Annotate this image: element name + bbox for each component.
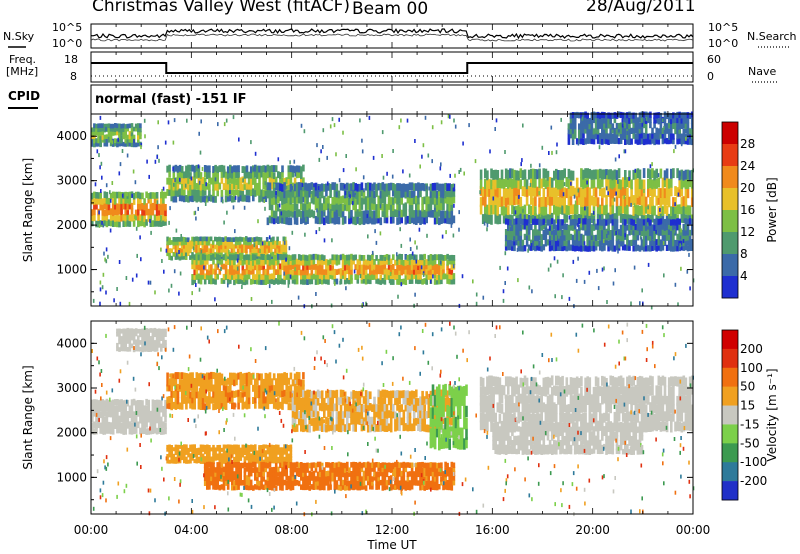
- x-tick-label: 04:00: [174, 523, 209, 537]
- power-echo-band: [479, 168, 694, 226]
- velocity-echo-band: [91, 398, 167, 435]
- velocity-echo-band: [166, 444, 293, 464]
- colorbar-segment: [722, 481, 738, 501]
- nsearch-trace: [90, 33, 694, 42]
- colorbar-tick-label: 24: [740, 159, 755, 173]
- colorbar-segment: [722, 386, 738, 406]
- freq-tick-bottom: 8: [70, 70, 77, 83]
- colorbar-tick-label: 20: [740, 181, 755, 195]
- beam-label: Beam 00: [352, 0, 429, 19]
- colorbar-segment: [722, 424, 738, 444]
- colorbar-label: Power [dB]: [765, 177, 779, 242]
- colorbar-tick-label: -100: [740, 455, 767, 469]
- freq-label-line1: Freq.: [9, 53, 37, 66]
- x-tick-label: 20:00: [575, 523, 610, 537]
- colorbar-segment: [722, 254, 738, 277]
- colorbar-tick-label: 100: [740, 361, 763, 375]
- velocity-scatter: [91, 321, 695, 517]
- nave-label: Nave: [748, 65, 777, 78]
- colorbar-frame: [721, 121, 739, 299]
- y-tick-label: 3000: [56, 174, 87, 188]
- colorbar-tick-label: 16: [740, 203, 755, 217]
- colorbar-tick-label: -200: [740, 474, 767, 488]
- colorbar-segment: [722, 276, 738, 299]
- nsearch-label: N.Search: [747, 30, 797, 43]
- colorbar-tick-label: 8: [740, 247, 748, 261]
- colorbar-label: Velocity [m s⁻¹]: [765, 368, 779, 461]
- colorbar-segment: [722, 122, 738, 145]
- frequency-strip: [90, 51, 778, 83]
- velocity-echo-band: [492, 425, 644, 455]
- noise-strip: [8, 23, 790, 49]
- velocity-echo-band: [116, 327, 167, 353]
- freq-label-line2: [MHz]: [6, 65, 39, 78]
- x-tick-label: 12:00: [375, 523, 410, 537]
- colorbar-segment: [722, 348, 738, 369]
- y-axis-label: Slant Range [km]: [21, 158, 35, 262]
- power-echoes: [91, 111, 694, 286]
- colorbar-tick-label: 50: [740, 380, 755, 394]
- y-tick-label: 2000: [56, 218, 87, 232]
- y-tick-label: 3000: [56, 381, 87, 395]
- freq-tick-top: 18: [64, 53, 78, 66]
- colorbar-segment: [722, 188, 738, 211]
- date-label: 28/Aug/2011: [586, 0, 696, 16]
- y-tick-label: 4000: [56, 129, 87, 143]
- power-colorbar: 4 8 12 16 20 24 28 Power [dB]: [721, 121, 779, 299]
- x-tick-label: 08:00: [274, 523, 309, 537]
- colorbar-tick-label: -50: [740, 436, 760, 450]
- colorbar-tick-label: 15: [740, 399, 755, 413]
- noise-tick-top-right: 10^5: [708, 21, 739, 34]
- nsky-label: N.Sky: [3, 30, 35, 43]
- colorbar-segment: [722, 232, 738, 255]
- noise-tick-bottom-left: 10^0: [52, 37, 83, 50]
- colorbar-tick-label: 4: [740, 269, 748, 283]
- cpid-label: CPID: [8, 89, 41, 103]
- y-tick-label: 1000: [56, 263, 87, 277]
- colorbar-segment: [722, 443, 738, 463]
- colorbar-segment: [722, 210, 738, 233]
- colorbar-segment: [722, 144, 738, 167]
- nsky-trace: [90, 28, 694, 40]
- velocity-colorbar: 200 100 50 15 -15 -50 -100 -200 Velocity [m s⁻¹]: [721, 329, 779, 501]
- power-panel: 1000 2000 3000 4000 Slant Range [km]: [21, 111, 695, 310]
- colorbar-tick-label: 12: [740, 225, 755, 239]
- colorbar-tick-label: -15: [740, 417, 760, 431]
- colorbar-segment: [722, 462, 738, 482]
- y-tick-label: 4000: [56, 336, 87, 350]
- cpid-text: normal (fast) -151 IF: [95, 92, 247, 107]
- x-tick-label: 00:00: [676, 523, 711, 537]
- x-axis-label: Time UT: [366, 538, 417, 552]
- power-echo-band: [567, 111, 694, 146]
- frequency-trace: [91, 62, 693, 74]
- colorbar-segment: [722, 367, 738, 387]
- power-scatter: [91, 114, 695, 310]
- x-tick-label: 16:00: [475, 523, 510, 537]
- x-tick-label: 00:00: [74, 523, 109, 537]
- y-axis-label: Slant Range [km]: [21, 365, 35, 469]
- velocity-echoes: [91, 327, 694, 491]
- power-echo-band: [91, 191, 167, 228]
- colorbar-tick-label: 28: [740, 137, 755, 151]
- noise-tick-top-left: 10^5: [52, 21, 83, 34]
- colorbar-segment: [722, 405, 738, 425]
- y-tick-label: 1000: [56, 470, 87, 484]
- velocity-echo-band: [203, 461, 456, 491]
- colorbar-segment: [722, 166, 738, 189]
- noise-tick-bottom-right: 10^0: [708, 37, 739, 50]
- nave-tick-top: 60: [707, 53, 721, 66]
- power-echo-band: [504, 218, 694, 252]
- power-echo-band: [191, 253, 456, 286]
- colorbar-tick-label: 200: [740, 342, 763, 356]
- velocity-panel: 1000 2000 3000 4000 Slant Range [km]: [21, 320, 695, 517]
- colorbar-frame: [721, 329, 739, 501]
- power-echo-band: [91, 123, 142, 148]
- axes: 00:00 04:00 08:00 12:00 16:00 20:00 00:00 Time …: [74, 24, 711, 552]
- y-tick-label: 2000: [56, 426, 87, 440]
- colorbar-segment: [722, 330, 738, 350]
- nave-tick-bottom: 0: [707, 70, 714, 83]
- station-title: Christmas Valley West (fitACF): [92, 0, 351, 16]
- velocity-echo-band: [479, 375, 694, 433]
